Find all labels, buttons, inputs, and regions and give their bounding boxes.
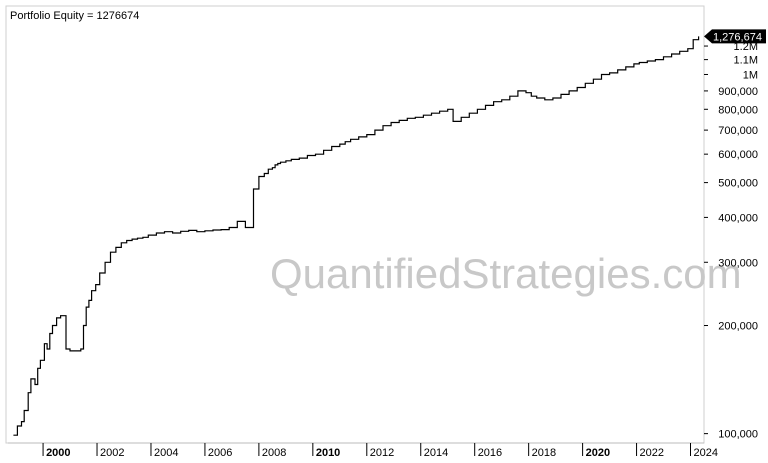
chart-title: Portfolio Equity = 1276674 [10, 10, 139, 22]
x-tick-label: 2010 [316, 447, 340, 459]
x-tick-label: 2002 [100, 447, 124, 459]
x-tick-label: 2022 [640, 447, 664, 459]
x-tick-label: 2018 [532, 447, 556, 459]
last-value-marker: 1,276,674 [704, 29, 766, 44]
x-axis: 2000 2002 2004 2006 2008 2010 2012 2014 2016 2018… [8, 442, 718, 459]
y-tick-label: 1.1M [734, 55, 758, 67]
x-tick-label: 2012 [370, 447, 394, 459]
y-tick-label: 100,000 [718, 429, 758, 441]
watermark-text: QuantifiedStrategies.com [270, 250, 742, 297]
series-layer [13, 36, 700, 436]
y-tick-label: 300,000 [718, 257, 758, 269]
x-tick-label: 2014 [424, 447, 448, 459]
x-tick-label: 2006 [208, 447, 232, 459]
last-value-label: 1,276,674 [713, 31, 762, 43]
x-tick-label: 2020 [586, 447, 610, 459]
x-tick-label: 2016 [478, 447, 502, 459]
y-tick-label: 200,000 [718, 321, 758, 333]
y-tick-label: 1.2M [734, 41, 758, 53]
y-axis: 1.2M 1.1M 1M 900,000 800,000 700,000 600,000 50… [704, 41, 758, 441]
y-tick-label: 800,000 [718, 104, 758, 116]
y-tick-label: 1M [743, 69, 758, 81]
y-tick-label: 400,000 [718, 212, 758, 224]
x-tick-label: 2000 [46, 447, 70, 459]
last-value-marker-bg [704, 29, 766, 44]
equity-line [13, 36, 700, 436]
y-tick-label: 900,000 [718, 86, 758, 98]
x-tick-label: 2008 [262, 447, 286, 459]
x-tick-label: 2024 [694, 447, 718, 459]
x-tick-label: 2004 [154, 447, 178, 459]
y-tick-label: 500,000 [718, 178, 758, 190]
y-tick-label: 700,000 [718, 125, 758, 137]
y-tick-label: 600,000 [718, 149, 758, 161]
